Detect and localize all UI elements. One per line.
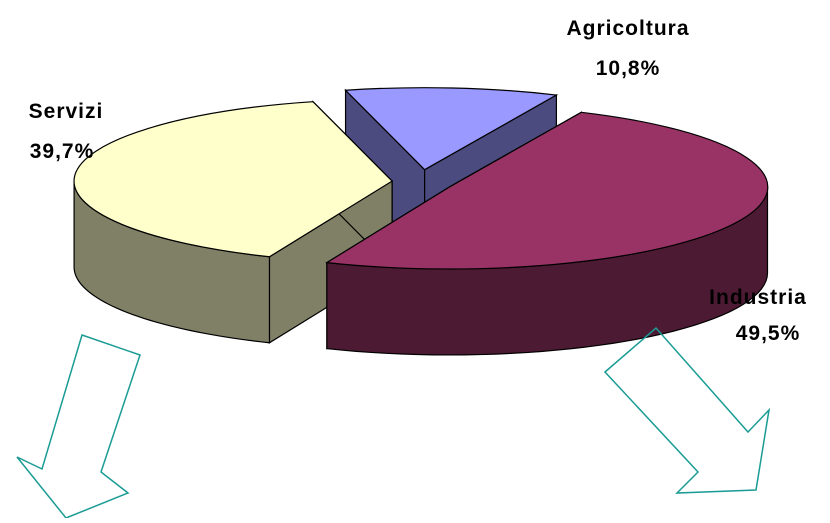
label-servizi-value: 39,7% [30, 140, 95, 163]
decorative-arrows [16, 326, 771, 519]
label-industria-value: 49,5% [736, 322, 801, 345]
label-servizi-category: Servizi [29, 100, 104, 123]
label-agricoltura-value: 10,8% [596, 57, 661, 80]
pie-slice-industria [325, 111, 769, 356]
label-agricoltura-category: Agricoltura [566, 17, 689, 40]
pie-slices [73, 87, 769, 356]
arrow-down-left-icon [16, 334, 141, 519]
slice-top-servizi [73, 101, 394, 258]
slice-top-industria [325, 111, 769, 270]
slice-top-agricoltura [344, 87, 559, 171]
arrow-down-right-icon [603, 326, 771, 494]
slice-labels: Agricoltura 10,8% Servizi 39,7% Industri… [29, 17, 807, 345]
label-industria-category: Industria [709, 286, 807, 309]
